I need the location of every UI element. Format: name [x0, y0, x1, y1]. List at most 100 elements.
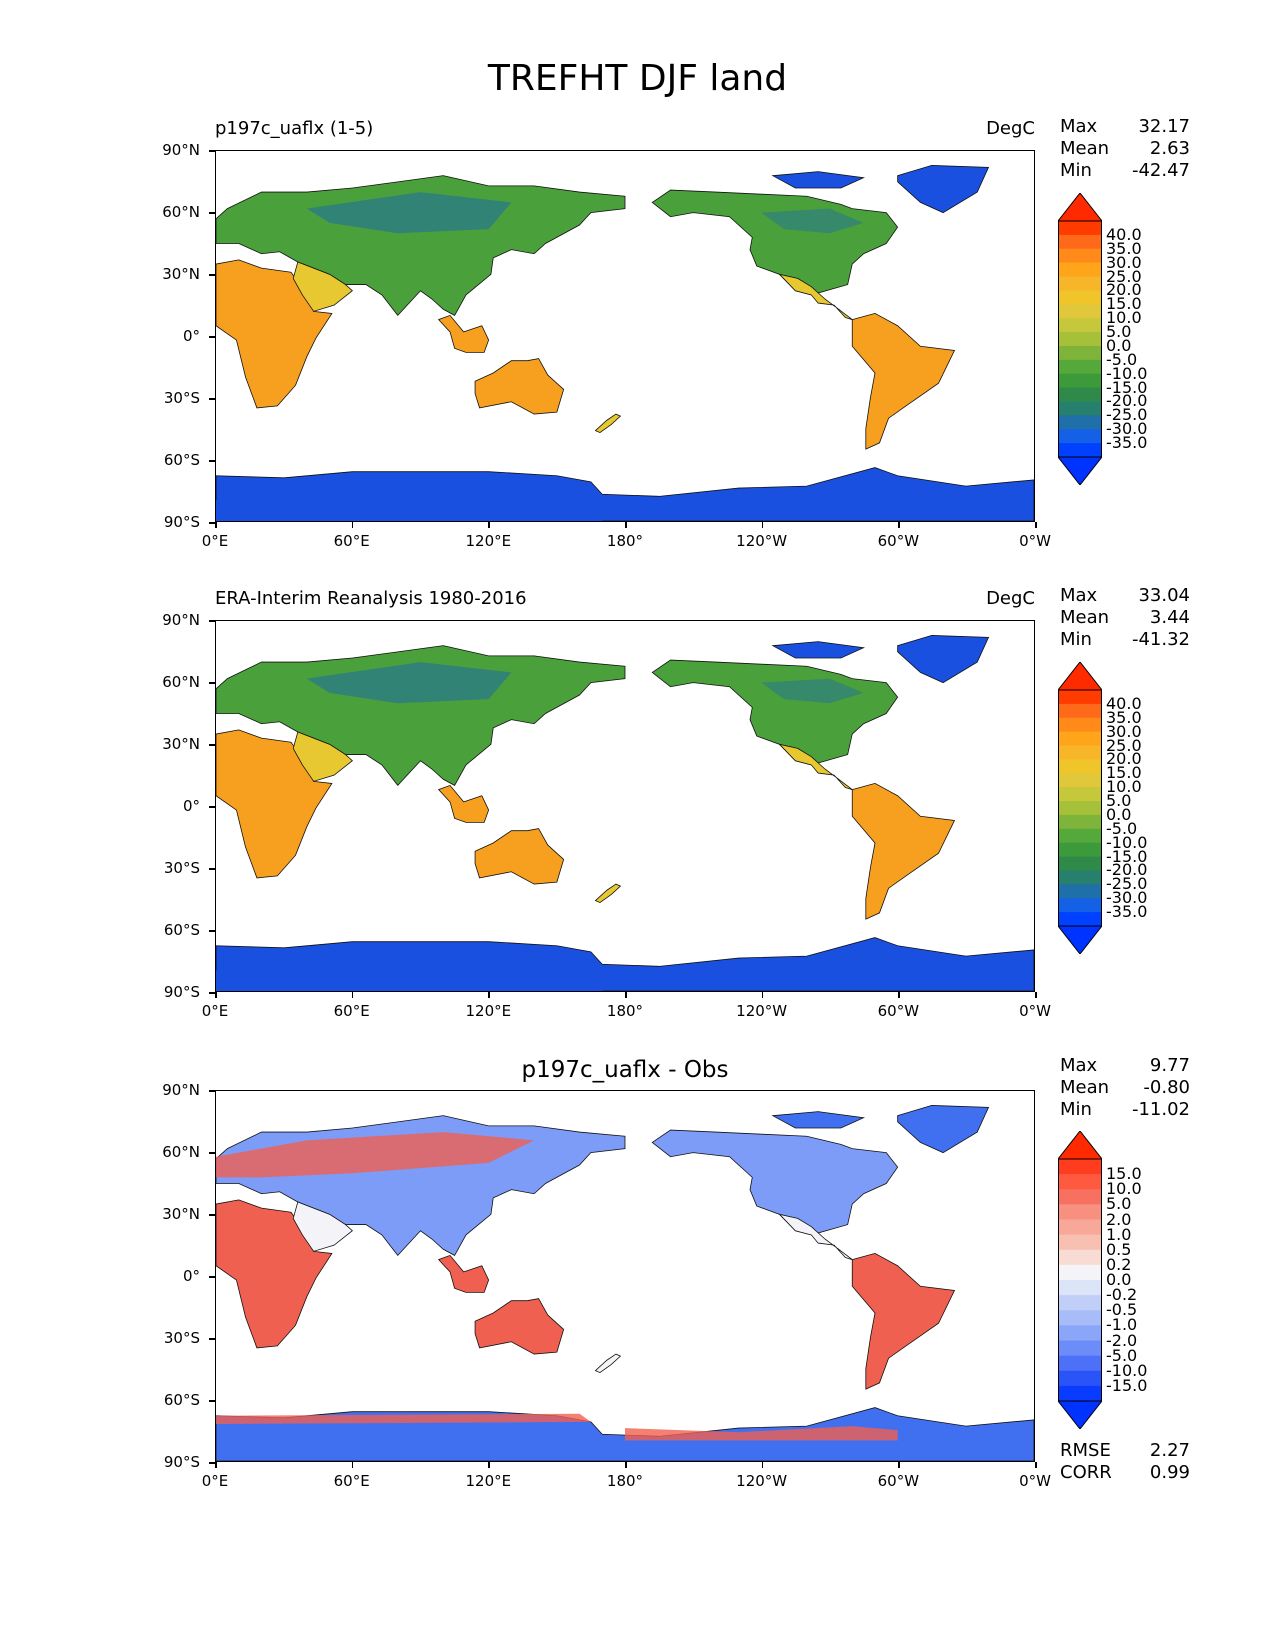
- colorbar-tick-label: 20.0: [1106, 749, 1142, 769]
- lon-tick-label: 60°E: [333, 1472, 370, 1490]
- panel-left-title: p197c_uaflx (1-5): [215, 118, 374, 139]
- colorbar-tick-label: -20.0: [1106, 860, 1148, 880]
- landmass-australia: [474, 1298, 565, 1355]
- lon-tick-label: 180°: [606, 532, 644, 550]
- figure-title: TREFHT DJF land: [487, 58, 788, 99]
- colorbar-tick-label: 15.0: [1106, 294, 1142, 314]
- colorbar-tick-label: -0.5: [1106, 1300, 1138, 1320]
- lon-tick-mark: [898, 992, 900, 998]
- landmass-arctic-islands: [771, 171, 866, 189]
- lon-tick-mark: [625, 1462, 627, 1468]
- landmass-se-asia: [437, 1254, 490, 1293]
- lat-tick-mark: [209, 1276, 215, 1278]
- lon-tick-mark: [488, 992, 490, 998]
- lon-tick-label: 60°E: [333, 532, 370, 550]
- colorbar-segment: [1058, 1370, 1102, 1387]
- landmass-australia: [474, 358, 565, 415]
- lon-tick-mark: [351, 992, 354, 998]
- colorbar-segment: [1058, 359, 1102, 375]
- colorbar-segment: [1058, 248, 1102, 264]
- colorbar-segment: [1058, 318, 1102, 333]
- lon-tick-mark: [1035, 992, 1037, 998]
- lon-tick-mark: [488, 1462, 490, 1468]
- panel-units-label: DegC: [986, 588, 1035, 609]
- panel-left-title: ERA-Interim Reanalysis 1980-2016: [215, 588, 527, 609]
- lon-tick-mark: [761, 992, 764, 998]
- lat-tick-label: 30°N: [162, 1205, 200, 1223]
- lat-tick-label: 90°N: [162, 1081, 200, 1099]
- map-svg: [216, 635, 1034, 991]
- mean-label: Mean: [1060, 1077, 1110, 1098]
- landmass-north-america: [651, 1129, 899, 1236]
- colorbar-segment: [1058, 745, 1102, 761]
- colorbar-segment: [1058, 884, 1102, 899]
- panel-reference: ERA-Interim Reanalysis 1980-2016 DegC Ma…: [0, 0, 1275, 1020]
- colorbar-segment: [1058, 373, 1102, 389]
- lat-tick-mark: [209, 336, 215, 338]
- colorbar-segment: [1058, 898, 1102, 913]
- warm-bias-antarctica: [625, 1426, 898, 1441]
- colorbar-frame: [1058, 689, 1102, 927]
- map-plot: [215, 1090, 1035, 1462]
- colorbar-segment: [1058, 773, 1102, 788]
- colorbar-segment: [1058, 1295, 1102, 1311]
- colorbar-segment: [1058, 856, 1102, 872]
- colorbar-segment: [1058, 912, 1102, 927]
- lat-tick-mark: [209, 930, 215, 932]
- lon-tick-mark: [761, 1462, 764, 1468]
- lat-tick-label: 60°S: [163, 921, 200, 939]
- lon-tick-mark: [215, 522, 217, 528]
- lon-tick-mark: [351, 1462, 354, 1468]
- colorbar-tick-label: 10.0: [1106, 777, 1142, 797]
- colorbar-segment: [1058, 1249, 1102, 1266]
- cold-region-siberia: [306, 192, 512, 234]
- colorbar-tick-label: -25.0: [1106, 874, 1148, 894]
- stats-box: Max 9.77 Mean -0.80 Min -11.02: [1060, 1055, 1190, 1121]
- lat-tick-label: 0°: [182, 1267, 200, 1285]
- lon-tick-label: 60°W: [877, 1002, 920, 1020]
- warm-bias-antarctic-coast: [216, 1413, 591, 1424]
- mean-value: -0.80: [1143, 1077, 1190, 1098]
- lat-tick-label: 90°S: [163, 513, 200, 531]
- colorbar-tick-label: -2.0: [1106, 1330, 1138, 1350]
- landmass-arabia-india: [292, 261, 353, 312]
- lat-tick-label: 90°S: [163, 1453, 200, 1471]
- lon-tick-mark: [898, 1462, 900, 1468]
- colorbar-svg: [1058, 1131, 1102, 1429]
- colorbar-tick-label: 35.0: [1106, 707, 1142, 727]
- map-svg: [216, 1105, 1034, 1461]
- lon-tick-mark: [488, 522, 490, 528]
- landmass-se-asia: [437, 784, 490, 823]
- colorbar-frame: [1058, 1158, 1102, 1402]
- max-label: Max: [1060, 1055, 1098, 1076]
- corr-label: CORR: [1060, 1462, 1112, 1483]
- lon-tick-mark: [625, 522, 627, 528]
- lon-tick-label: 120°E: [465, 1472, 512, 1490]
- lat-tick-mark: [209, 1400, 215, 1402]
- cold-region-canada: [761, 678, 864, 704]
- lat-tick-label: 60°N: [162, 673, 200, 691]
- min-value: -41.32: [1131, 629, 1190, 650]
- colorbar-tick-label: -10.0: [1106, 832, 1148, 852]
- landmass-south-america: [851, 782, 956, 920]
- colorbar-tick-label: 10.0: [1106, 308, 1142, 328]
- max-label: Max: [1060, 116, 1098, 137]
- colorbar-segment: [1058, 1264, 1102, 1281]
- lon-tick-label: 0°E: [201, 1002, 229, 1020]
- colorbar-tick-label: 2.0: [1106, 1209, 1132, 1229]
- lat-tick-mark: [209, 1214, 215, 1216]
- lat-tick-label: 30°S: [163, 1329, 200, 1347]
- landmass-greenland: [897, 635, 990, 684]
- landmass-south-america: [851, 1252, 956, 1390]
- colorbar-tick-label: 15.0: [1106, 763, 1142, 783]
- colorbar-segment: [1058, 828, 1102, 844]
- colorbar-segment: [1058, 787, 1102, 802]
- colorbar-over-extend: [1058, 1131, 1102, 1160]
- colorbar-segment: [1058, 221, 1102, 236]
- colorbar-segment: [1058, 814, 1102, 830]
- landmass-new-zealand: [594, 883, 622, 904]
- colorbar-segment: [1058, 1174, 1102, 1190]
- colorbar-segment: [1058, 759, 1102, 774]
- panel-test-model: p197c_uaflx (1-5) DegC Max 32.17 Mean 2.63…: [0, 0, 1275, 550]
- colorbar-tick-label: 30.0: [1106, 721, 1142, 741]
